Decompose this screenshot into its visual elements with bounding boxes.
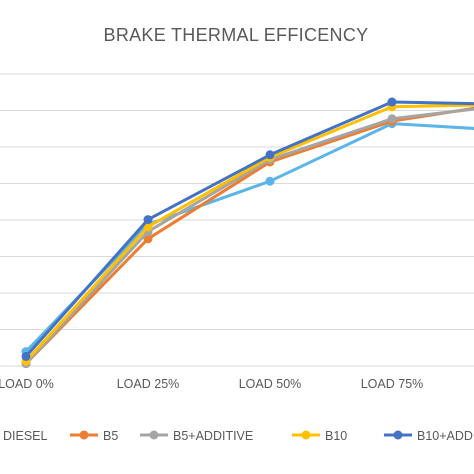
data-point: [387, 97, 397, 107]
series-lines: [21, 97, 474, 369]
legend-label: B5+ADDITIVE: [173, 429, 253, 443]
data-point: [265, 150, 275, 160]
data-point: [143, 215, 153, 225]
series-line: [24, 107, 474, 366]
legend-item: B10+ADDITIVE: [384, 429, 474, 443]
series-b5: [21, 106, 474, 369]
data-point: [265, 176, 275, 186]
legend-label: B10+ADDITIVE: [417, 429, 474, 443]
data-point: [21, 351, 31, 361]
legend-swatch-marker: [393, 430, 403, 440]
legend-swatch-marker: [149, 430, 159, 440]
series-b10-additive: [21, 97, 474, 361]
legend-swatch-marker: [79, 430, 89, 440]
legend-item: B5+ADDITIVE: [140, 429, 253, 443]
legend-label: DIESEL: [3, 429, 48, 443]
x-axis-tick-labels: LOAD 0%LOAD 25%LOAD 50%LOAD 75%LOAD 100%: [0, 377, 424, 391]
x-tick-label: LOAD 0%: [0, 377, 54, 391]
series-line: [24, 106, 474, 366]
legend-item: B5: [70, 429, 118, 443]
legend-swatch-marker: [301, 430, 311, 440]
series-line: [24, 122, 474, 354]
legend-item: B10: [292, 429, 347, 443]
series-b5-additive: [21, 107, 474, 369]
series-line: [24, 100, 474, 358]
x-tick-label: LOAD 50%: [239, 377, 302, 391]
legend-label: B5: [103, 429, 118, 443]
data-point: [143, 234, 153, 244]
series-diesel: [21, 119, 474, 357]
legend-item: DIESEL: [3, 429, 48, 443]
legend-label: B10: [325, 429, 347, 443]
series-b10: [21, 102, 474, 366]
data-point: [143, 222, 153, 232]
series-line: [24, 103, 474, 363]
chart-title: BRAKE THERMAL EFFICENCY: [104, 25, 369, 45]
data-point: [387, 114, 397, 124]
x-tick-label: LOAD 25%: [117, 377, 180, 391]
legend: DIESEL B5 B5+ADDITIVE B10 B10+ADDITIVE: [3, 429, 474, 443]
x-tick-label: LOAD 75%: [361, 377, 424, 391]
